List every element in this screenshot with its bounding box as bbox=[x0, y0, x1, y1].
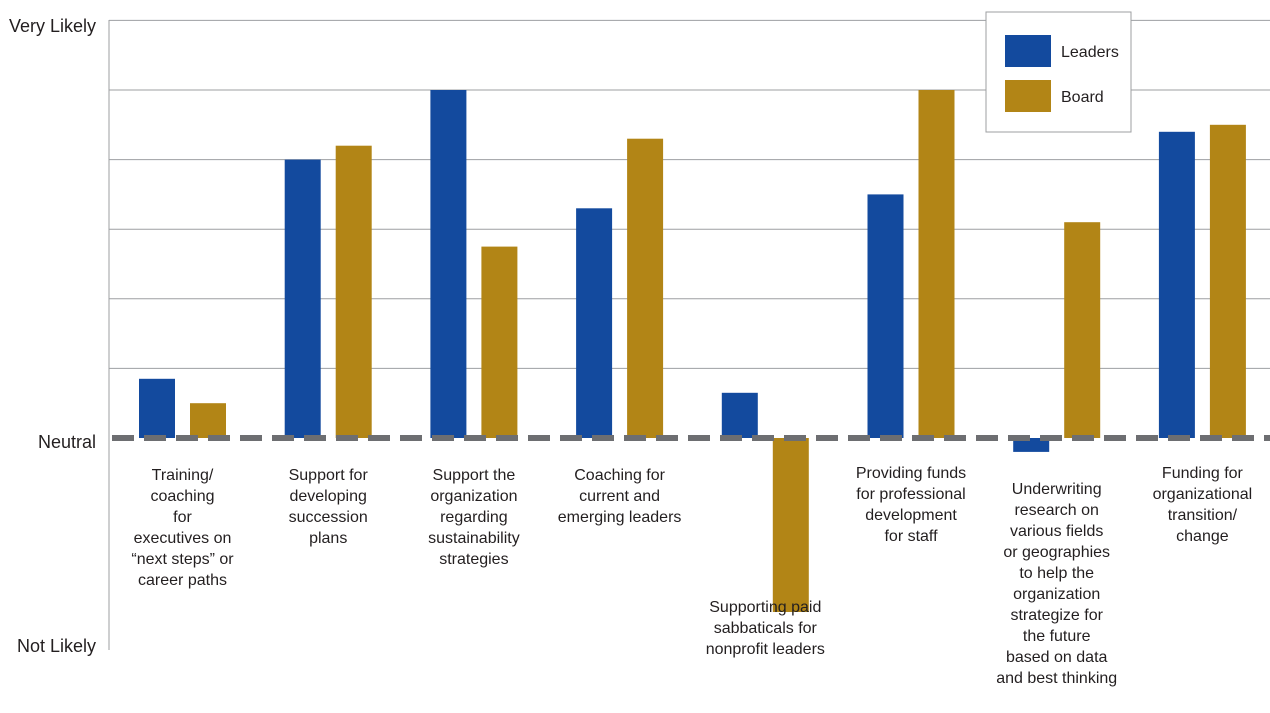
category-label-line: for bbox=[173, 509, 192, 526]
y-label-top: Very Likely bbox=[9, 16, 96, 36]
category-label-line: strategies bbox=[439, 551, 508, 568]
bar-board-3 bbox=[627, 138, 664, 438]
category-label-line: Support the bbox=[433, 467, 516, 484]
category-label-0: Training/coaching for executives on “next s… bbox=[131, 467, 234, 589]
category-labels: Training/coaching for executives on “next s… bbox=[131, 465, 1252, 687]
category-label-line: emerging leaders bbox=[558, 509, 682, 526]
category-label-line: change bbox=[1176, 528, 1229, 545]
legend: Leaders Board bbox=[985, 11, 1132, 133]
category-label-line: Training/ bbox=[152, 467, 214, 484]
category-label-line: Funding for bbox=[1162, 465, 1244, 482]
legend-label-leaders: Leaders bbox=[1061, 44, 1119, 61]
bar-board-4 bbox=[772, 438, 809, 612]
category-label-line: organization bbox=[1013, 586, 1100, 603]
category-label-line: for professional bbox=[856, 486, 965, 503]
category-label-line: research on bbox=[1014, 502, 1099, 519]
category-label-2: Support the organization regarding sustaina… bbox=[428, 467, 520, 568]
category-label-line: sabbaticals for bbox=[714, 620, 818, 637]
category-label-line: for staff bbox=[884, 528, 938, 545]
bars bbox=[139, 90, 1246, 612]
bar-leaders-4 bbox=[721, 392, 758, 438]
category-label-line: Coaching for bbox=[574, 467, 665, 484]
category-label-line: to help the bbox=[1019, 565, 1094, 582]
category-label-1: Support for developing succession plans bbox=[289, 467, 369, 547]
category-label-5: Providing funds for professional developme… bbox=[856, 465, 966, 545]
category-label-line: Underwriting bbox=[1012, 481, 1102, 498]
bar-board-0 bbox=[190, 403, 226, 438]
category-label-line: plans bbox=[309, 530, 347, 547]
bar-leaders-6 bbox=[1013, 438, 1050, 452]
category-label-6: Underwriting research on various fields or … bbox=[996, 481, 1117, 687]
bar-leaders-5 bbox=[867, 194, 904, 438]
bar-leaders-1 bbox=[284, 159, 321, 438]
category-label-4: Supporting paid sabbaticals for nonprofit … bbox=[706, 599, 825, 658]
category-label-line: career paths bbox=[138, 572, 227, 589]
category-label-3: Coaching for current and emerging leaders bbox=[558, 467, 682, 526]
category-label-line: organizational bbox=[1153, 486, 1253, 503]
bar-leaders-3 bbox=[576, 208, 613, 438]
category-label-line: regarding bbox=[440, 509, 508, 526]
legend-swatch-board bbox=[1005, 80, 1051, 112]
category-label-line: development bbox=[865, 507, 957, 524]
category-label-line: Support for bbox=[289, 467, 369, 484]
bar-leaders-7 bbox=[1158, 131, 1195, 439]
category-label-line: and best thinking bbox=[996, 670, 1117, 687]
bar-board-1 bbox=[335, 145, 372, 438]
category-label-line: “next steps” or bbox=[131, 551, 234, 568]
bar-board-5 bbox=[918, 90, 955, 438]
category-label-line: Supporting paid bbox=[709, 599, 821, 616]
category-label-line: Providing funds bbox=[856, 465, 966, 482]
bar-leaders-0 bbox=[139, 378, 175, 438]
category-label-line: or geographies bbox=[1003, 544, 1110, 561]
bar-board-6 bbox=[1064, 222, 1101, 438]
category-label-line: transition/ bbox=[1168, 507, 1238, 524]
category-label-line: coaching bbox=[150, 488, 214, 505]
category-label-line: succession bbox=[289, 509, 368, 526]
category-label-line: developing bbox=[289, 488, 366, 505]
category-label-line: the future bbox=[1023, 628, 1091, 645]
category-label-7: Funding for organizational transition/chan… bbox=[1153, 465, 1253, 545]
category-label-line: strategize for bbox=[1010, 607, 1103, 624]
category-label-line: executives on bbox=[134, 530, 232, 547]
y-label-middle: Neutral bbox=[38, 432, 96, 452]
bar-board-2 bbox=[481, 246, 518, 438]
bar-board-7 bbox=[1209, 124, 1246, 439]
legend-swatch-leaders bbox=[1005, 35, 1051, 67]
category-label-line: various fields bbox=[1010, 523, 1103, 540]
category-label-line: sustainability bbox=[428, 530, 520, 547]
category-label-line: based on data bbox=[1006, 649, 1108, 666]
legend-box bbox=[985, 11, 1132, 133]
bar-leaders-2 bbox=[430, 90, 467, 438]
category-label-line: current and bbox=[579, 488, 660, 505]
category-label-line: nonprofit leaders bbox=[706, 641, 825, 658]
y-label-bottom: Not Likely bbox=[17, 636, 96, 656]
category-label-line: organization bbox=[430, 488, 517, 505]
legend-label-board: Board bbox=[1061, 89, 1104, 106]
